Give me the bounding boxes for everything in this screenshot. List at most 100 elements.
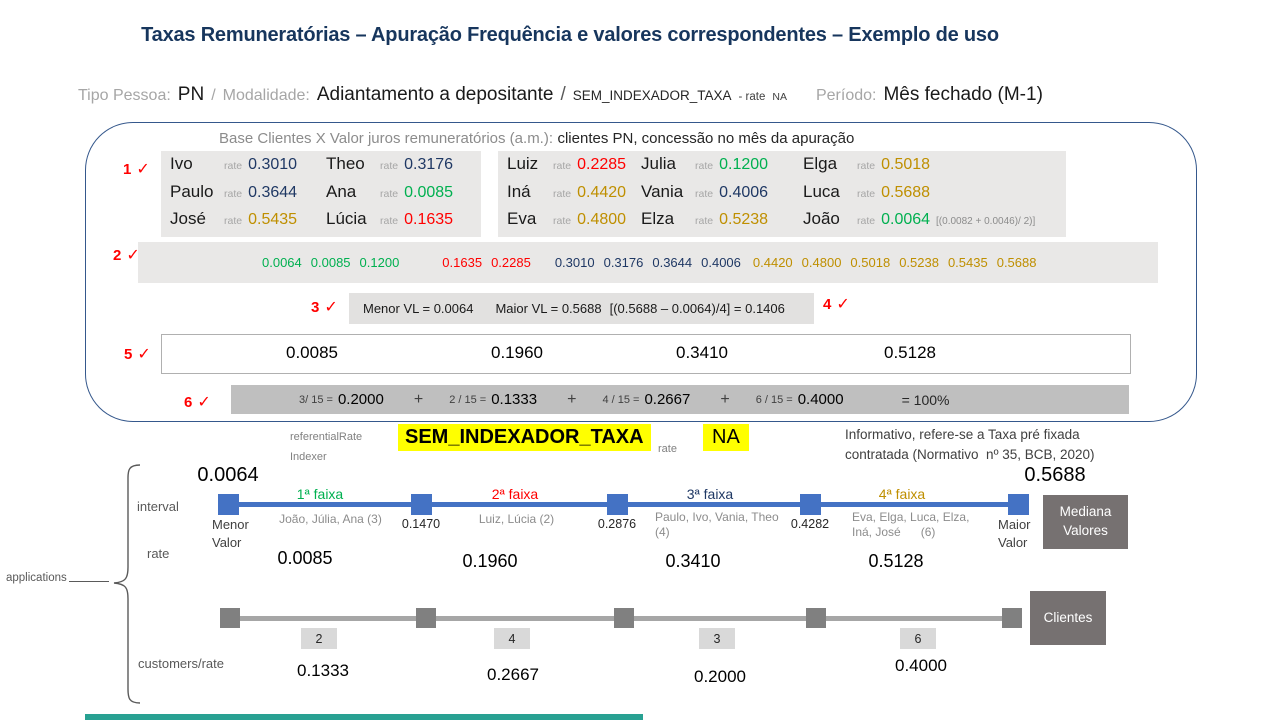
client-rate-value: 0.4006	[719, 183, 769, 201]
customers-rate-label: customers/rate	[138, 656, 224, 671]
interval-tick-value: 0.1470	[401, 517, 441, 531]
interval-tick-value: 0.4282	[790, 517, 830, 531]
page-title: Taxas Remuneratórias – Apuração Frequênc…	[141, 24, 999, 46]
sorted-value: 0.4800	[801, 255, 842, 270]
customers-marker	[220, 608, 240, 628]
customer-count-badge: 6	[900, 628, 936, 649]
client-rate-value: 0.2285	[577, 156, 627, 173]
clientes-box: Clientes	[1030, 591, 1106, 645]
rate-label: rate	[147, 546, 170, 561]
fraction-label: 6 / 15 =	[755, 393, 793, 406]
plus-sign: +	[720, 390, 730, 408]
fraction-label: 3/ 15 =	[299, 393, 333, 406]
sorted-value: 0.3644	[652, 255, 693, 270]
maior-vl-text: Maior VL = 0.5688	[495, 301, 602, 316]
customers-marker	[806, 608, 826, 628]
rate-na: NA	[772, 91, 787, 103]
client-name: Paulo	[170, 181, 214, 201]
customer-share-value: 0.4000	[895, 656, 947, 675]
client-row: Elza rate 0.5238	[632, 209, 794, 235]
client-rate-value: 0.4800	[577, 211, 627, 229]
faixa-3-label: 3ª faixa	[686, 486, 734, 502]
sorted-value: 0.0085	[310, 255, 351, 270]
client-rate-value: 0.1200	[719, 156, 769, 173]
customer-share-value: 0.2000	[694, 667, 746, 686]
client-name: Luiz	[507, 154, 539, 173]
sorted-value: 0.5018	[850, 255, 891, 270]
step-1-marker: 1 ✓	[123, 159, 150, 179]
panel-header: Base Clientes X Valor juros remuneratóri…	[219, 130, 854, 148]
step-1-number: 1	[123, 161, 132, 178]
client-rate-value: 0.3644	[248, 183, 298, 201]
client-name: Ivo	[170, 154, 193, 173]
step-6-number: 6	[184, 394, 193, 411]
client-name: Elza	[641, 209, 675, 229]
step-3-marker: 3 ✓	[311, 297, 338, 317]
step-3-check-icon: ✓	[324, 299, 338, 316]
step-3-number: 3	[311, 299, 320, 316]
client-row: Ivo rate 0.3010	[161, 154, 317, 180]
max-value: 0.5688	[1024, 464, 1086, 486]
client-row: Lúcia rate 0.1635	[317, 209, 477, 235]
client-row: Elga rate 0.5018	[794, 154, 1064, 180]
median-value: 0.0085	[286, 343, 338, 362]
medians-box: 0.0085 0.1960 0.3410 0.5128	[161, 334, 1131, 374]
mediana-valores-box: Mediana Valores	[1043, 495, 1128, 549]
rate-label: rate	[857, 215, 876, 228]
total-percent: = 100%	[901, 391, 950, 408]
faixa-2-label: 2ª faixa	[491, 486, 539, 502]
calculation-panel: Base Clientes X Valor juros remuneratóri…	[85, 122, 1197, 422]
indexer-rate-label: rate	[658, 443, 677, 455]
step-6-check-icon: ✓	[197, 394, 211, 411]
client-name: José	[170, 209, 206, 229]
sorted-group-green: 0.0064 0.0085 0.1200	[262, 255, 399, 270]
interval-marker	[411, 494, 432, 515]
fraction-label: 4 / 15 =	[602, 393, 640, 406]
client-name: Vania	[641, 181, 684, 201]
rate-label: rate	[857, 187, 876, 200]
step-2-number: 2	[113, 247, 122, 264]
footer-accent-bar	[85, 714, 643, 720]
tipo-pessoa-value: PN	[177, 84, 205, 105]
sorted-value: 0.4420	[752, 255, 793, 270]
client-row: Luca rate 0.5688	[794, 182, 1064, 208]
client-row: Ana rate 0.0085	[317, 182, 477, 208]
rate-label: rate	[380, 160, 399, 172]
fractions-box: 3/ 15 = 0.2000 + 2 / 15 = 0.1333 + 4 / 15 …	[231, 385, 1129, 414]
panel-header-value: clientes PN, concessão no mês da apuraçã…	[557, 130, 855, 147]
faixa-2-median: 0.1960	[462, 551, 518, 571]
client-rate-note: [(0.0082 + 0.0046)/ 2)]	[936, 216, 1036, 228]
sorted-group-red: 0.1635 0.2285	[442, 255, 531, 270]
fraction-value: 0.4000	[797, 391, 844, 408]
client-rate-value: 0.5435	[248, 211, 298, 229]
client-row: Theo rate 0.3176	[317, 154, 477, 180]
panel-header-label: Base Clientes X Valor juros remuneratóri…	[219, 130, 554, 147]
sorted-value: 0.1200	[359, 255, 400, 270]
faixa-1-median: 0.0085	[277, 548, 333, 568]
step-1-check-icon: ✓	[136, 161, 150, 178]
client-row: Julia rate 0.1200	[632, 154, 794, 180]
sorted-group-navy: 0.3010 0.3176 0.3644 0.4006	[555, 255, 741, 270]
client-name: Theo	[326, 154, 365, 173]
step-5-marker: 5 ✓	[124, 344, 151, 364]
fraction-value: 0.2667	[644, 391, 691, 408]
customer-count-badge: 4	[494, 628, 530, 649]
customer-share-value: 0.2667	[487, 665, 539, 684]
indexador-highlight: SEM_INDEXADOR_TAXA	[398, 424, 651, 451]
menor-vl-text: Menor VL = 0.0064	[363, 301, 474, 316]
step-2-marker: 2 ✓	[113, 245, 140, 265]
client-rate-value: 0.4420	[577, 183, 627, 201]
client-name: Eva	[507, 209, 537, 229]
faixa-4-label: 4ª faixa	[878, 486, 926, 502]
rate-label: rate	[553, 187, 572, 200]
client-row: Eva rate 0.4800	[498, 209, 632, 235]
modalidade-label: Modalidade:	[222, 87, 310, 104]
customers-marker	[614, 608, 634, 628]
rate-label: rate	[695, 160, 714, 172]
sorted-value: 0.2285	[491, 255, 531, 270]
client-rate-value: 0.3010	[248, 156, 298, 173]
sorted-values-strip: 0.0064 0.0085 0.1200 0.1635 0.2285 0.3010 0.…	[138, 242, 1158, 283]
customers-marker	[416, 608, 436, 628]
applications-connector-line	[69, 581, 109, 582]
